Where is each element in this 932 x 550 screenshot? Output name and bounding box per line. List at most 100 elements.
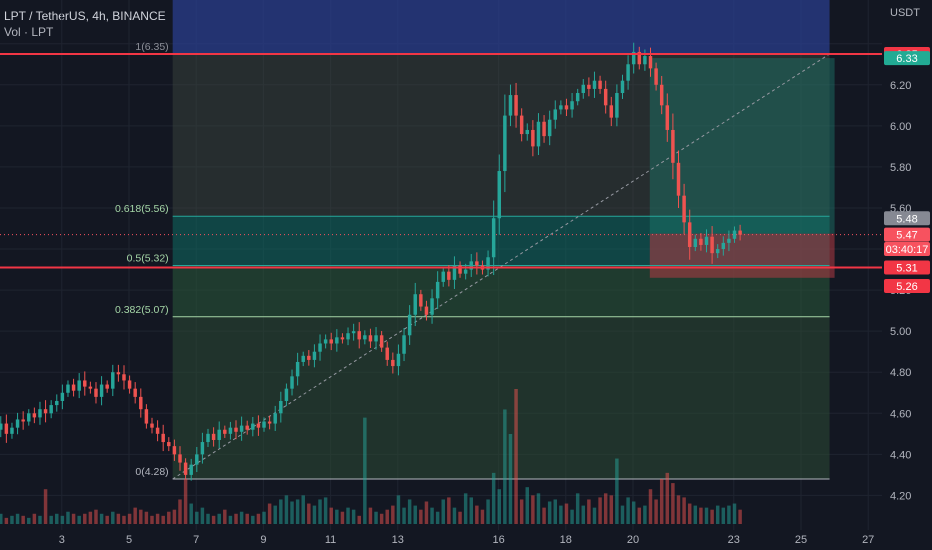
volume-bar — [587, 499, 591, 524]
y-tick-label: 4.60 — [890, 408, 911, 420]
candle-body — [503, 115, 507, 172]
volume-bar — [155, 513, 160, 524]
volume-bar — [575, 493, 580, 524]
x-tick-label: 3 — [59, 534, 65, 546]
volume-bar — [581, 505, 586, 524]
volume-bar — [55, 513, 59, 524]
volume-bar — [564, 503, 569, 524]
candle-body — [486, 257, 490, 270]
volume-bar — [430, 507, 434, 524]
candle-body — [491, 218, 496, 258]
candle-body — [340, 337, 345, 340]
volume-bar — [419, 509, 423, 524]
volume-bar — [379, 513, 384, 524]
chart-title: LPT / TetherUS, 4h, BINANCE — [4, 9, 166, 23]
volume-bar — [189, 503, 193, 524]
candle-body — [4, 423, 9, 434]
volume-bar — [49, 515, 53, 524]
fib-zone-top — [172, 0, 830, 54]
candle-body — [21, 419, 25, 422]
volume-bar — [682, 497, 686, 524]
volume-bar — [486, 499, 490, 524]
volume-bar — [559, 505, 563, 524]
volume-bar — [312, 505, 317, 524]
candle-body — [435, 281, 440, 299]
y-tick-label: 6.20 — [890, 80, 911, 92]
volume-bar — [0, 513, 3, 524]
candle-body — [637, 51, 642, 65]
volume-bar — [469, 497, 473, 524]
candle-body — [267, 421, 272, 424]
candle-body — [71, 384, 76, 391]
candle-body — [323, 339, 328, 344]
volume-label: Vol · LPT — [4, 25, 54, 39]
fib-level-label: 1(6.35) — [135, 41, 168, 53]
candle-body — [715, 249, 720, 254]
candle-body — [77, 380, 81, 391]
candle-body — [234, 427, 238, 432]
candle-body — [189, 464, 193, 475]
volume-bar — [385, 509, 389, 524]
candle-body — [564, 105, 569, 110]
volume-bar — [10, 515, 14, 524]
price-badge — [884, 260, 930, 275]
x-tick-label: 20 — [627, 534, 639, 546]
volume-bar — [223, 509, 227, 524]
volume-bar — [732, 503, 737, 524]
candle-body — [346, 333, 350, 340]
volume-bar — [329, 507, 333, 524]
volume-bar — [167, 511, 171, 524]
candle-body — [55, 400, 59, 406]
volume-bar — [357, 515, 361, 524]
volume-bar — [150, 515, 154, 524]
candle-body — [217, 429, 221, 440]
candle-body — [441, 271, 445, 282]
candle-body — [94, 388, 98, 397]
y-tick-label: 6.00 — [890, 121, 911, 133]
volume-bar — [279, 499, 283, 524]
volume-bar — [144, 511, 149, 524]
volume-bar — [671, 483, 675, 524]
candle-body — [318, 343, 322, 352]
candle-body — [150, 423, 154, 428]
x-tick-label: 13 — [392, 534, 404, 546]
volume-bar — [267, 503, 272, 524]
horizontal-lines[interactable] — [0, 53, 882, 269]
candle-body — [122, 374, 126, 381]
candle-body — [575, 93, 580, 102]
candle-body — [469, 261, 473, 270]
volume-bar — [71, 513, 76, 524]
candle-body — [536, 121, 541, 147]
volume-bar — [368, 507, 373, 524]
candle-body — [396, 353, 401, 367]
candle-body — [665, 105, 670, 130]
candle-body — [279, 400, 283, 414]
volume-bar — [307, 503, 311, 524]
volume-bar — [318, 499, 322, 524]
candle-body — [710, 236, 714, 254]
candle-body — [525, 129, 530, 135]
volume-bar — [83, 513, 87, 524]
volume-bar — [497, 489, 501, 524]
time-axis[interactable] — [0, 530, 932, 550]
candle-body — [144, 409, 149, 424]
position-target-zone — [649, 58, 835, 234]
candle-body — [27, 413, 31, 422]
volume-bar — [139, 509, 143, 524]
y-tick-label: 5.80 — [890, 162, 911, 174]
candle-body — [542, 121, 546, 137]
candle-body — [329, 339, 333, 344]
volume-bar — [217, 513, 221, 524]
volume-bar — [21, 515, 25, 524]
volume-bar — [475, 505, 479, 524]
candle-body — [447, 271, 451, 280]
candle-body — [643, 56, 647, 65]
volume-bar — [391, 505, 395, 524]
candle-body — [301, 355, 305, 362]
volume-bar — [435, 511, 440, 524]
volume-bar — [531, 495, 535, 524]
price-axis[interactable] — [882, 0, 932, 550]
candle-body — [155, 427, 160, 434]
volume-bar — [290, 501, 294, 524]
